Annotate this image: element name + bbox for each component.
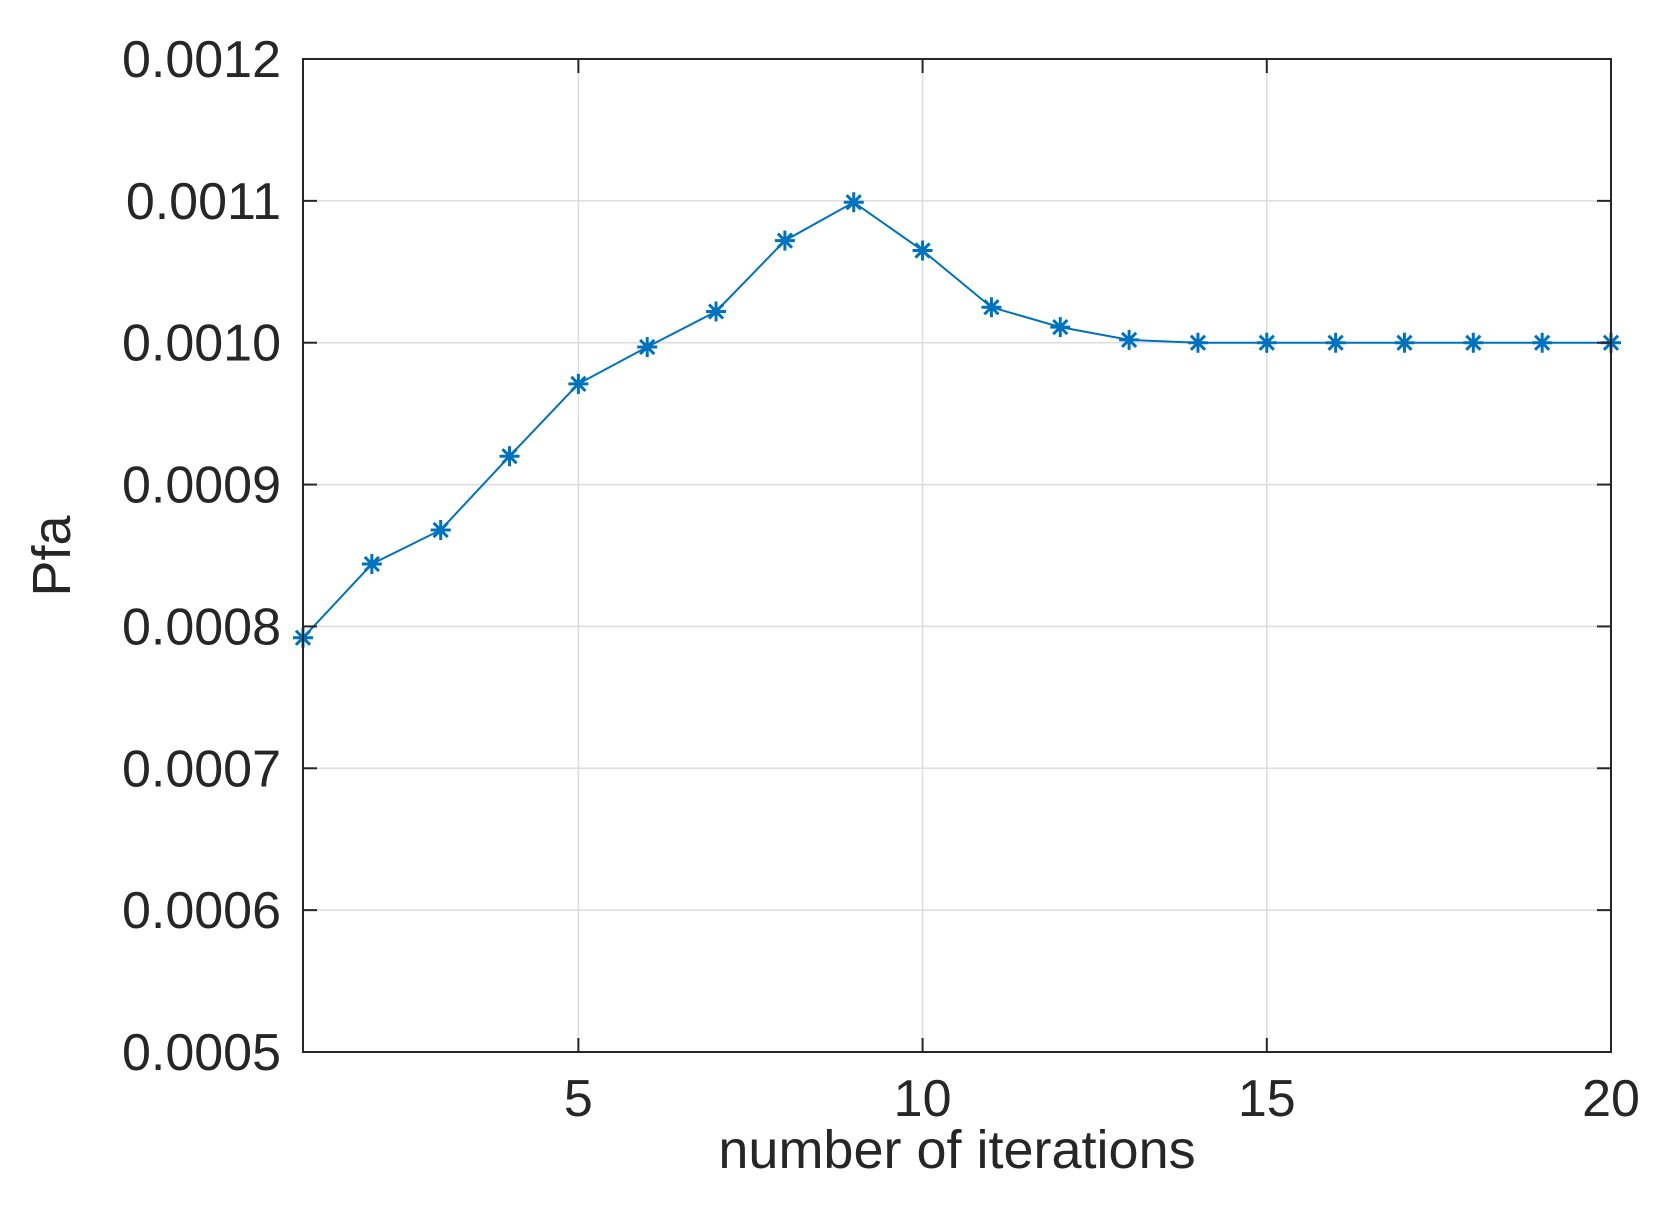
y-tick-label: 0.0005	[122, 1024, 281, 1082]
marker	[912, 240, 933, 261]
axes-box	[302, 58, 1612, 1053]
marker	[1050, 317, 1071, 338]
marker	[1119, 329, 1140, 350]
x-tick-label: 15	[1238, 1070, 1296, 1128]
grid	[303, 58, 1612, 1053]
y-tick-label: 0.0006	[122, 882, 281, 940]
marker	[1532, 332, 1553, 353]
plot-area	[293, 192, 1621, 648]
x-tick-label: 5	[564, 1070, 593, 1128]
y-axis-label: Pfa	[22, 515, 82, 597]
y-tick-label: 0.0010	[122, 315, 281, 373]
marker	[1463, 332, 1484, 353]
marker	[706, 301, 727, 322]
y-tick-label: 0.0011	[126, 173, 281, 231]
marker	[568, 373, 589, 394]
y-tick-label: 0.0008	[122, 598, 281, 656]
marker	[430, 519, 451, 540]
y-tick-label: 0.0009	[122, 457, 281, 515]
marker	[637, 336, 658, 357]
marker	[1187, 332, 1208, 353]
marker	[843, 192, 864, 213]
x-tick-label: 20	[1582, 1070, 1640, 1128]
x-tick-label: 10	[894, 1070, 952, 1128]
y-tick-label: 0.0012	[122, 31, 281, 89]
series-line	[302, 201, 1611, 639]
marker	[361, 554, 382, 575]
marker	[774, 230, 795, 251]
marker	[1256, 332, 1277, 353]
marker	[1325, 332, 1346, 353]
marker	[981, 297, 1002, 318]
marker	[499, 446, 520, 467]
y-tick-label: 0.0007	[122, 740, 281, 798]
marker	[1394, 332, 1415, 353]
x-axis-label: number of iterations	[718, 1120, 1195, 1180]
